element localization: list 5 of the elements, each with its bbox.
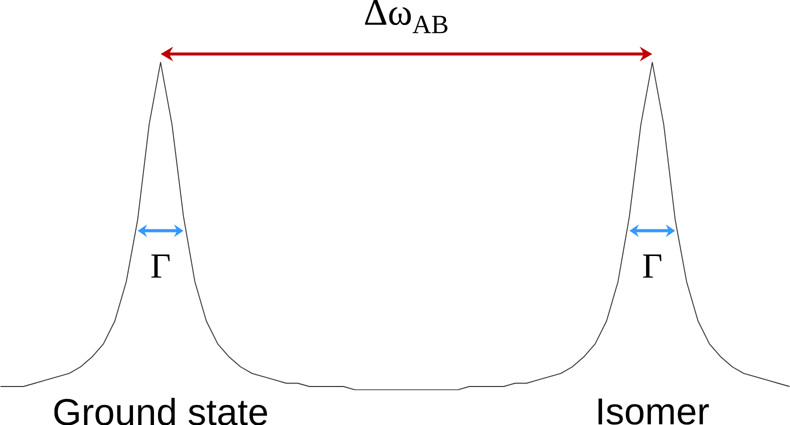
- text: Isomer: [598, 398, 709, 424]
- text: Ground state: [54, 398, 268, 425]
- annotation: Γ: [643, 254, 662, 278]
- annotation: Γ: [151, 254, 170, 278]
- text: Δω$_{AB}$: [365, 0, 448, 33]
